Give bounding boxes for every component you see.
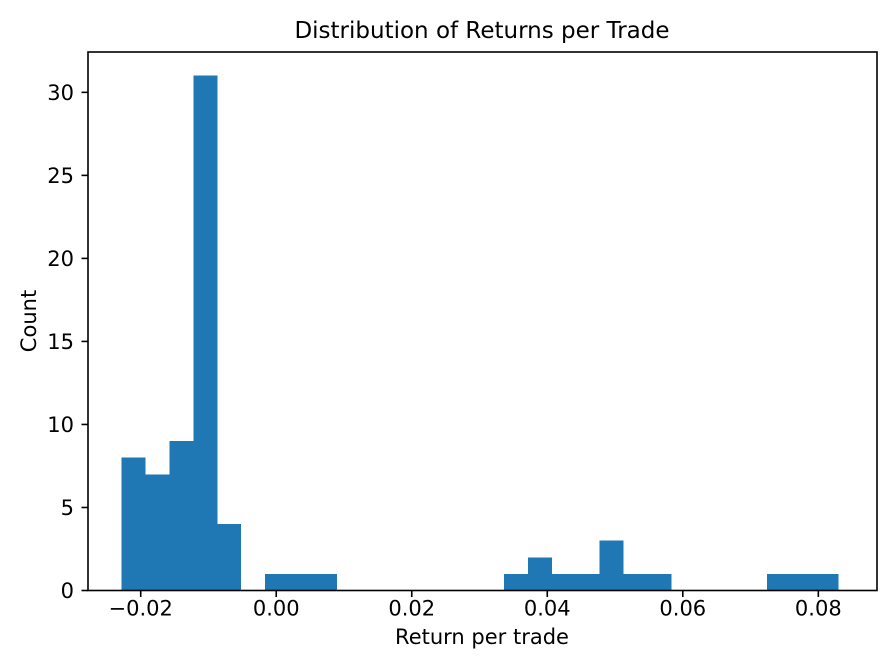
histogram-bar	[193, 75, 218, 591]
histogram-bar	[766, 573, 791, 591]
x-tick-label: 0.04	[524, 597, 571, 621]
histogram-bar	[623, 573, 648, 591]
histogram-bar	[121, 457, 146, 591]
plot-border	[87, 51, 878, 592]
x-tick-label: 0.06	[659, 597, 706, 621]
y-axis-label: Count	[17, 290, 41, 352]
histogram-bars	[121, 75, 839, 591]
histogram-bar	[647, 573, 672, 591]
y-tick-label: 5	[61, 496, 74, 520]
y-tick-label: 15	[47, 330, 74, 354]
histogram-bar	[169, 441, 194, 591]
y-tick-label: 0	[61, 579, 74, 603]
histogram-bar	[217, 524, 242, 591]
x-tick-label: −0.02	[109, 597, 173, 621]
histogram-bar	[575, 573, 600, 591]
x-tick-label: 0.08	[795, 597, 842, 621]
histogram-bar	[551, 573, 576, 591]
y-tick-label: 30	[47, 81, 74, 105]
x-axis-label: Return per trade	[395, 625, 569, 649]
histogram-bar	[527, 557, 552, 591]
histogram-bar	[504, 573, 528, 591]
y-tick-label: 25	[47, 164, 74, 188]
histogram-bar	[790, 573, 815, 591]
histogram-bar	[289, 573, 313, 591]
histogram-bar	[312, 573, 337, 591]
x-tick-label: 0.02	[388, 597, 435, 621]
y-tick-label: 10	[47, 413, 74, 437]
x-tick-label: 0.00	[253, 597, 300, 621]
histogram-bar	[814, 573, 839, 591]
histogram-bar	[145, 474, 170, 591]
histogram-bar	[599, 540, 624, 591]
axes: −0.02 0.00 0.02 0.04 0.06 0.08 0 5 10 15 20 25 30	[47, 51, 878, 621]
chart-title: Distribution of Returns per Trade	[294, 18, 669, 44]
histogram-bar	[265, 573, 290, 591]
y-tick-label: 20	[47, 247, 74, 271]
